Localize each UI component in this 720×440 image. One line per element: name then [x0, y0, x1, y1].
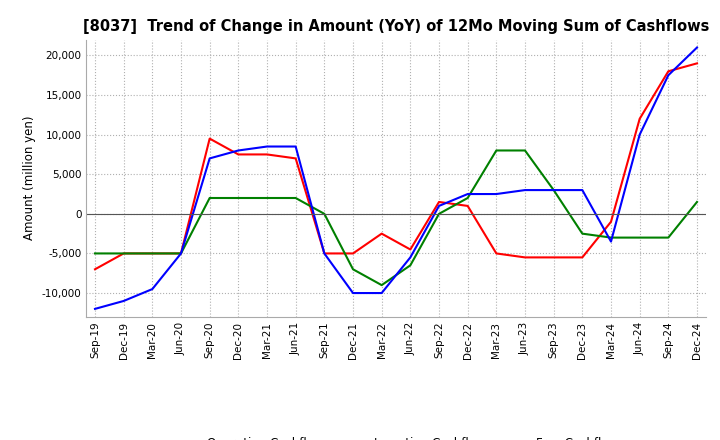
Free Cashflow — [91, 306, 99, 312]
Title: [8037]  Trend of Change in Amount (YoY) of 12Mo Moving Sum of Cashflows: [8037] Trend of Change in Amount (YoY) o… — [83, 19, 709, 34]
Free Cashflow — [320, 251, 328, 256]
Investing Cashflow — [263, 195, 271, 201]
Free Cashflow — [464, 191, 472, 197]
Investing Cashflow — [320, 211, 328, 216]
Operating Cashflow — [464, 203, 472, 209]
Free Cashflow — [664, 73, 672, 78]
Operating Cashflow — [234, 152, 243, 157]
Operating Cashflow — [148, 251, 157, 256]
Investing Cashflow — [205, 195, 214, 201]
Free Cashflow — [635, 132, 644, 137]
Line: Investing Cashflow: Investing Cashflow — [95, 150, 697, 285]
Legend: Operating Cashflow, Investing Cashflow, Free Cashflow: Operating Cashflow, Investing Cashflow, … — [169, 433, 623, 440]
Investing Cashflow — [693, 199, 701, 205]
Operating Cashflow — [406, 247, 415, 252]
Free Cashflow — [406, 255, 415, 260]
Investing Cashflow — [664, 235, 672, 240]
Operating Cashflow — [549, 255, 558, 260]
Free Cashflow — [607, 239, 616, 244]
Investing Cashflow — [91, 251, 99, 256]
Investing Cashflow — [521, 148, 529, 153]
Free Cashflow — [205, 156, 214, 161]
Y-axis label: Amount (million yen): Amount (million yen) — [23, 116, 36, 240]
Operating Cashflow — [693, 61, 701, 66]
Operating Cashflow — [435, 199, 444, 205]
Operating Cashflow — [120, 251, 128, 256]
Investing Cashflow — [635, 235, 644, 240]
Operating Cashflow — [607, 219, 616, 224]
Investing Cashflow — [406, 263, 415, 268]
Free Cashflow — [377, 290, 386, 296]
Operating Cashflow — [263, 152, 271, 157]
Free Cashflow — [693, 45, 701, 50]
Investing Cashflow — [176, 251, 185, 256]
Investing Cashflow — [348, 267, 357, 272]
Investing Cashflow — [607, 235, 616, 240]
Investing Cashflow — [234, 195, 243, 201]
Free Cashflow — [549, 187, 558, 193]
Investing Cashflow — [464, 195, 472, 201]
Investing Cashflow — [435, 211, 444, 216]
Free Cashflow — [492, 191, 500, 197]
Line: Operating Cashflow: Operating Cashflow — [95, 63, 697, 269]
Free Cashflow — [148, 286, 157, 292]
Operating Cashflow — [91, 267, 99, 272]
Free Cashflow — [234, 148, 243, 153]
Investing Cashflow — [148, 251, 157, 256]
Free Cashflow — [176, 251, 185, 256]
Line: Free Cashflow: Free Cashflow — [95, 48, 697, 309]
Operating Cashflow — [492, 251, 500, 256]
Operating Cashflow — [205, 136, 214, 141]
Operating Cashflow — [578, 255, 587, 260]
Investing Cashflow — [292, 195, 300, 201]
Operating Cashflow — [664, 69, 672, 74]
Investing Cashflow — [377, 282, 386, 288]
Investing Cashflow — [578, 231, 587, 236]
Investing Cashflow — [492, 148, 500, 153]
Free Cashflow — [120, 298, 128, 304]
Operating Cashflow — [348, 251, 357, 256]
Operating Cashflow — [176, 251, 185, 256]
Investing Cashflow — [120, 251, 128, 256]
Free Cashflow — [578, 187, 587, 193]
Free Cashflow — [521, 187, 529, 193]
Operating Cashflow — [292, 156, 300, 161]
Investing Cashflow — [549, 187, 558, 193]
Free Cashflow — [435, 203, 444, 209]
Operating Cashflow — [635, 116, 644, 121]
Operating Cashflow — [521, 255, 529, 260]
Free Cashflow — [292, 144, 300, 149]
Free Cashflow — [348, 290, 357, 296]
Operating Cashflow — [320, 251, 328, 256]
Free Cashflow — [263, 144, 271, 149]
Operating Cashflow — [377, 231, 386, 236]
